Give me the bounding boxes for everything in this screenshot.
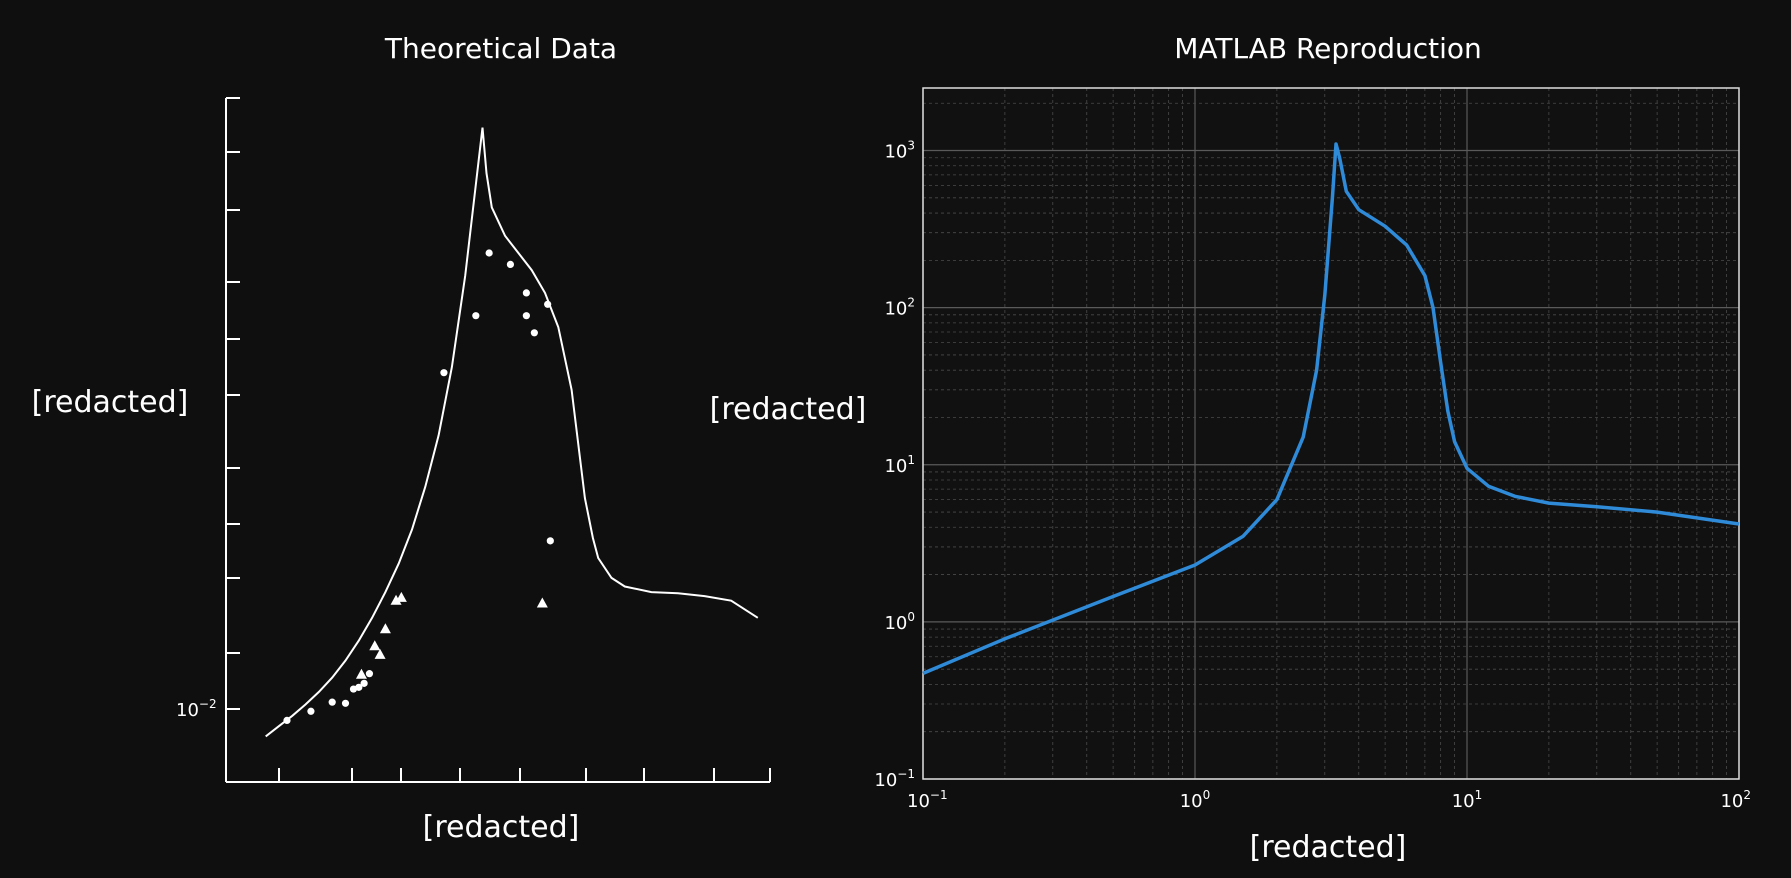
tick-exp: 2: [1743, 788, 1751, 802]
x-tick-label: 102: [1720, 788, 1751, 812]
tick-base: 10: [884, 613, 907, 634]
triangle-marker: [395, 591, 407, 602]
response-curve: [922, 142, 1740, 676]
tick-base: 10: [884, 299, 907, 320]
plot-frame: [922, 87, 1740, 780]
circle-marker: [341, 699, 350, 707]
tick-base: 10: [884, 142, 907, 163]
tick-exp: 2: [907, 296, 915, 310]
tick-exp: 3: [907, 139, 915, 153]
triangle-marker: [369, 640, 381, 651]
x-axis-label: [redacted]: [423, 810, 580, 845]
circle-marker: [307, 707, 315, 715]
tick-base: 10: [1180, 791, 1203, 812]
data-markers: [283, 249, 554, 725]
y-tick-label: 10−1: [874, 767, 915, 791]
circle-marker: [328, 698, 336, 706]
triangle-marker: [536, 597, 548, 608]
circle-marker: [506, 260, 515, 268]
circle-marker: [485, 249, 493, 257]
circle-marker: [522, 312, 530, 320]
x-tick-label: 100: [1180, 788, 1211, 812]
tick-base: 10: [907, 791, 930, 812]
y-tick-label: 100: [884, 610, 915, 634]
chart-title: MATLAB Reproduction: [1174, 32, 1482, 65]
circle-marker: [522, 289, 530, 297]
tick-base: 10: [884, 456, 907, 477]
tick-base: 10: [874, 770, 897, 791]
chart-title: Theoretical Data: [384, 32, 617, 65]
triangle-marker: [374, 648, 386, 659]
y-axis-label: [redacted]: [32, 385, 189, 420]
circle-marker: [530, 329, 538, 337]
triangle-marker: [390, 594, 402, 605]
circle-marker: [472, 312, 480, 320]
y-tick-label: 101: [884, 453, 915, 477]
y-axis-label: [redacted]: [710, 392, 867, 427]
triangle-marker: [355, 668, 367, 679]
theory-curve: [265, 127, 759, 738]
triangle-marker: [379, 623, 391, 634]
axes: [225, 97, 771, 783]
x-axis-label: [redacted]: [1250, 830, 1407, 865]
y-tick-label: 10−2: [176, 697, 217, 721]
circle-marker: [283, 716, 291, 725]
y-tick-label: 103: [884, 139, 915, 163]
tick-exp: −1: [930, 788, 948, 802]
tick-exp: −1: [897, 767, 915, 781]
circle-marker: [546, 537, 554, 545]
tick-exp: 0: [907, 610, 915, 624]
y-tick-label: 102: [884, 296, 915, 320]
circle-marker: [365, 670, 374, 678]
tick-exp: 1: [907, 453, 915, 467]
x-tick-label: 10−1: [907, 788, 948, 812]
tick-base: 10: [1720, 791, 1743, 812]
circle-marker: [360, 679, 368, 687]
circle-marker: [440, 369, 448, 377]
matlab-reproduction-chart: MATLAB Reproduction [redacted] [redacted…: [710, 32, 1751, 865]
x-tick-label: 101: [1452, 788, 1483, 812]
tick-base: 10: [1452, 791, 1475, 812]
circle-marker: [544, 300, 552, 308]
theoretical-data-chart: Theoretical Data [redacted] [redacted] 1…: [32, 32, 771, 845]
circle-marker: [355, 683, 363, 691]
tick-exp: 0: [1203, 788, 1211, 802]
tick-exp: 1: [1475, 788, 1483, 802]
plot-area: [923, 88, 1739, 779]
